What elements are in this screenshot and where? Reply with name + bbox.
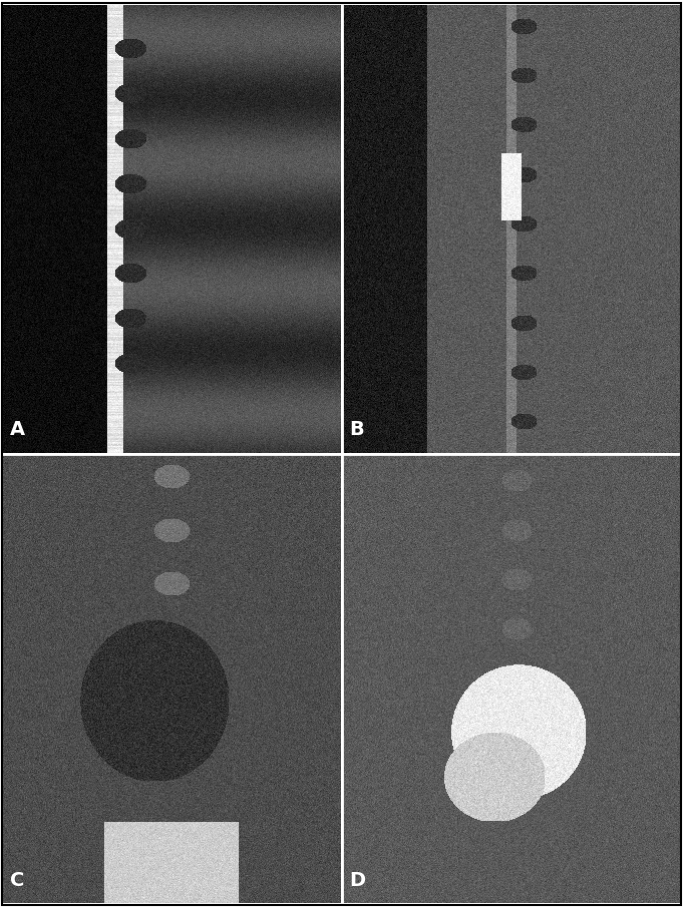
Text: A: A (10, 420, 25, 439)
Text: C: C (10, 871, 25, 890)
Text: B: B (349, 420, 364, 439)
Text: D: D (349, 871, 365, 890)
